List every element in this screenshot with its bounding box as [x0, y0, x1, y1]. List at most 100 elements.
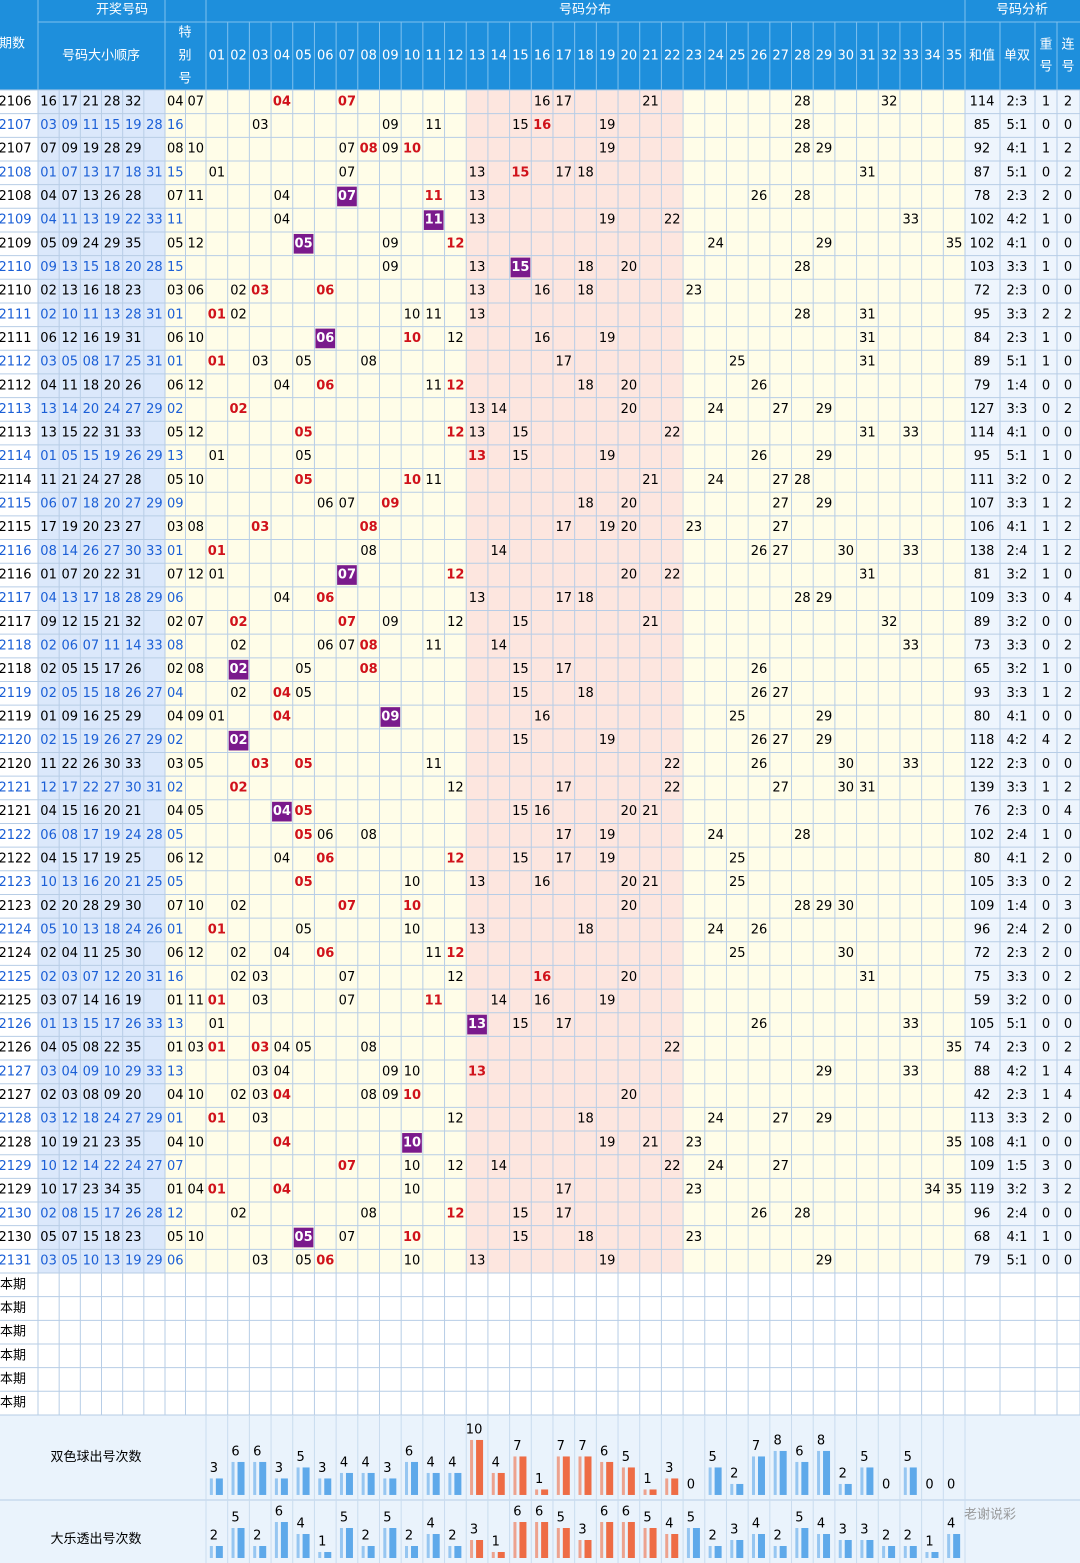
count-value: 4: [492, 1455, 500, 1470]
special-number: 12: [167, 1206, 184, 1221]
column-header: 单双: [1004, 49, 1030, 64]
dist-number: 29: [816, 591, 833, 606]
odd-even: 3:3: [1007, 307, 1028, 322]
number-header: 27: [772, 49, 789, 64]
count-bar-shadow: [578, 1540, 582, 1558]
dist-number: 07: [338, 615, 356, 630]
count-bar-shadow: [621, 1467, 625, 1495]
dist-number: 03: [252, 993, 269, 1008]
special-number: 06: [167, 851, 184, 866]
repeat: 0: [1042, 639, 1050, 654]
main-number: 22: [83, 780, 100, 795]
count-bar: [888, 1546, 896, 1558]
dist-number: 35: [946, 1183, 963, 1198]
count-value: 3: [383, 1461, 391, 1476]
count-value: 2: [210, 1529, 218, 1544]
odd-even: 3:3: [1007, 875, 1028, 890]
main-number: 28: [104, 142, 121, 157]
count-value: 4: [448, 1455, 456, 1470]
main-number: 20: [104, 378, 121, 393]
count-bar: [237, 1461, 245, 1495]
consecutive: 4: [1064, 1064, 1072, 1079]
main-number: 06: [61, 639, 78, 654]
main-number: 21: [61, 473, 78, 488]
count-bar: [411, 1461, 419, 1495]
count-value: 3: [470, 1523, 478, 1538]
odd-even: 4:1: [1007, 142, 1028, 157]
main-number: 16: [83, 875, 100, 890]
count-bar-shadow: [209, 1478, 213, 1495]
dist-number: 02: [230, 284, 247, 299]
count-bar-shadow: [817, 1450, 821, 1495]
period: 2123: [0, 899, 32, 914]
main-number: 15: [83, 1206, 100, 1221]
dist-number: 17: [556, 851, 573, 866]
column-header: 和值: [969, 48, 995, 64]
special-number: 01: [167, 355, 184, 370]
dist-number: 28: [794, 94, 811, 109]
consecutive: 0: [1064, 1112, 1072, 1127]
main-number: 13: [40, 426, 57, 441]
dist-number: 04: [274, 1064, 291, 1079]
sum: 75: [974, 970, 991, 985]
dist-number: 03: [251, 520, 269, 535]
dist-box: [337, 186, 357, 207]
dist-number: 20: [621, 804, 638, 819]
main-number: 03: [40, 118, 57, 133]
dist-number: 08: [360, 828, 377, 843]
consecutive: 0: [1064, 284, 1072, 299]
count-bar-shadow: [383, 1528, 387, 1558]
repeat: 0: [1042, 709, 1050, 724]
period: 2129: [0, 1183, 32, 1198]
dist-number: 25: [729, 355, 746, 370]
odd-even: 3:2: [1007, 993, 1028, 1008]
count-bar: [844, 1540, 852, 1558]
dist-number: 20: [621, 899, 638, 914]
column-header: 别: [178, 49, 191, 64]
dist-number: 19: [599, 828, 616, 843]
main-number: 30: [104, 757, 121, 772]
dist-number: 03: [252, 970, 269, 985]
count-bar: [757, 1534, 765, 1558]
special-number: 07: [167, 1159, 184, 1174]
count-bar: [411, 1546, 419, 1558]
main-number: 11: [83, 946, 100, 961]
dist-number: 17: [556, 828, 573, 843]
count-bar-shadow: [665, 1478, 669, 1495]
main-number: 05: [61, 355, 78, 370]
dist-number: 24: [707, 922, 724, 937]
dist-number: 35: [946, 1135, 963, 1150]
dist-number: 12: [447, 970, 464, 985]
sum: 118: [970, 733, 995, 748]
count-value: 5: [296, 1450, 304, 1465]
column-header: 特: [178, 26, 191, 41]
dist-number: 10: [404, 922, 421, 937]
main-number: 10: [83, 1254, 100, 1269]
dist-number: 09: [382, 142, 399, 157]
count-bar: [931, 1552, 939, 1558]
main-number: 13: [61, 1017, 78, 1032]
count-bar-shadow: [817, 1534, 821, 1558]
dist-number: 13: [468, 449, 486, 464]
special-number: 05: [167, 875, 184, 890]
sum: 81: [974, 568, 991, 583]
count-value: 3: [578, 1523, 586, 1538]
repeat: 1: [1042, 662, 1050, 677]
dist-number: 13: [469, 1254, 486, 1269]
dist-number: 19: [599, 851, 616, 866]
period: 2109: [0, 236, 32, 251]
special-number: 10: [187, 1135, 204, 1150]
dist-number: 04: [273, 1088, 291, 1103]
count-bar-shadow: [405, 1461, 409, 1495]
dist-number: 02: [229, 780, 247, 795]
dist-number: 31: [859, 426, 876, 441]
main-number: 31: [104, 426, 121, 441]
main-number: 22: [104, 568, 121, 583]
main-number: 15: [61, 851, 78, 866]
main-number: 27: [125, 497, 142, 512]
odd-even: 3:3: [1007, 497, 1028, 512]
group-title: 开奖号码: [96, 3, 148, 18]
main-number: 15: [83, 1230, 100, 1245]
count-value: 0: [925, 1477, 933, 1492]
